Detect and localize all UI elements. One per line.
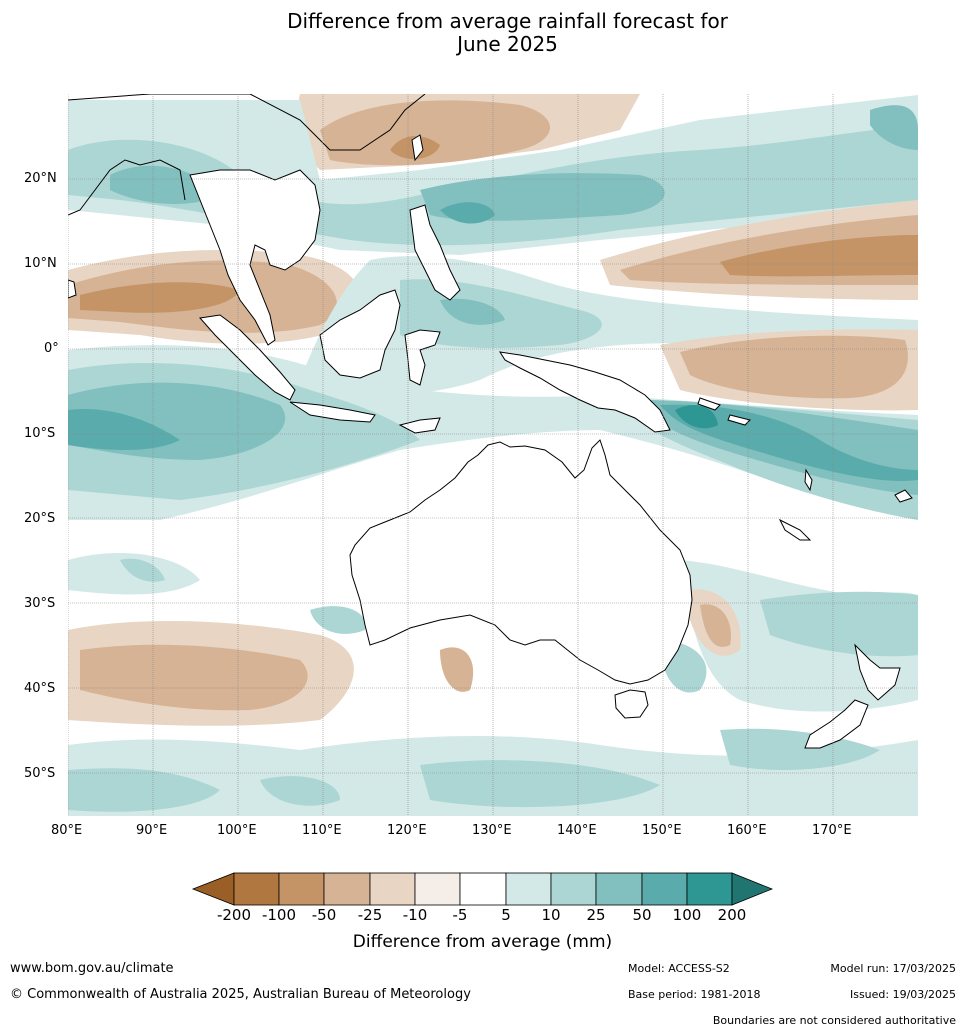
- colorbar-title: Difference from average (mm): [352, 932, 613, 952]
- colorbar-tick: 5: [501, 906, 511, 924]
- land-borneo: [319, 289, 401, 379]
- colorbar-box: [595, 872, 643, 906]
- dry-area: [700, 604, 731, 647]
- wet-area: [870, 105, 918, 150]
- colorbar-box: [278, 872, 325, 906]
- y-tick-label: 20°N: [24, 171, 57, 186]
- x-tick-label: 170°E: [812, 823, 852, 838]
- disclaimer-text: Boundaries are not considered authoritat…: [712, 1014, 956, 1027]
- x-tick-label: 80°E: [51, 823, 83, 838]
- colorbar-tick: -10: [402, 906, 428, 924]
- x-tick-label: 110°E: [302, 823, 342, 838]
- land-asia: [68, 94, 426, 151]
- map-field: [68, 94, 918, 816]
- x-tick-label: 140°E: [557, 823, 597, 838]
- y-tick-label: 30°S: [24, 596, 56, 611]
- colorbar-box: [323, 872, 371, 906]
- colorbar-box: [233, 872, 280, 906]
- colorbar-tick: -50: [311, 906, 337, 924]
- land-taiwan: [411, 134, 424, 162]
- base-period-text: Base period: 1981-2018: [628, 988, 761, 1001]
- model-text: Model: ACCESS-S2: [628, 962, 730, 975]
- website-link[interactable]: www.bom.gov.au/climate: [10, 961, 174, 976]
- wet-area: [440, 298, 505, 325]
- land-java: [289, 401, 376, 423]
- colorbar-tick: -5: [452, 906, 468, 924]
- colorbar-box: [505, 872, 552, 906]
- model-run-text: Model run: 17/03/2025: [830, 962, 956, 975]
- issued-text: Issued: 19/03/2025: [849, 988, 956, 1001]
- x-tick-label: 130°E: [472, 823, 512, 838]
- dry-area: [720, 235, 918, 277]
- copyright-text: © Commonwealth of Australia 2025, Austra…: [10, 987, 471, 1002]
- land-philippines: [409, 204, 461, 301]
- colorbar-tick: 10: [541, 906, 561, 924]
- title-line-2: June 2025: [457, 32, 558, 56]
- land-sri-lanka: [68, 279, 77, 299]
- wet-area: [660, 404, 918, 481]
- x-tick-label: 160°E: [727, 823, 767, 838]
- wet-area: [420, 760, 660, 808]
- colorbar-box: [550, 872, 597, 906]
- y-tick-label: 10°N: [24, 256, 57, 271]
- colorbar-box: [369, 872, 416, 906]
- chart-title: Difference from average rainfall forecas…: [0, 10, 965, 56]
- colorbar-tick: -25: [357, 906, 383, 924]
- colorbar-tick: 200: [717, 906, 747, 924]
- title-line-1: Difference from average rainfall forecas…: [287, 9, 728, 33]
- land-sulawesi: [404, 329, 441, 386]
- wet-area: [310, 606, 366, 634]
- colorbar-tick: 25: [586, 906, 606, 924]
- dry-area: [440, 647, 474, 692]
- land-tasmania: [614, 689, 649, 719]
- wet-area: [68, 409, 180, 450]
- land-solomons: [727, 414, 751, 426]
- colorbar-box: [459, 872, 507, 906]
- dry-area: [80, 644, 308, 711]
- y-tick-label: 50°S: [24, 766, 56, 781]
- y-tick-label: 10°S: [24, 426, 56, 441]
- wet-area: [440, 202, 495, 224]
- colorbar-extend-low: [191, 872, 235, 906]
- land-solomons: [697, 397, 721, 411]
- dry-area: [680, 335, 908, 399]
- y-tick-label: 20°S: [24, 511, 56, 526]
- colorbar-box: [414, 872, 461, 906]
- colorbar-tick: 100: [672, 906, 702, 924]
- x-tick-label: 120°E: [387, 823, 427, 838]
- land-vanuatu: [804, 468, 813, 492]
- x-tick-label: 90°E: [136, 823, 168, 838]
- colorbar: [191, 872, 774, 906]
- wet-area: [760, 591, 918, 657]
- land-india: [68, 159, 186, 216]
- land-new-zealand: [854, 643, 901, 701]
- land-new-guinea: [499, 351, 671, 433]
- land-new-caledonia: [778, 518, 812, 541]
- colorbar-box: [641, 872, 688, 906]
- colorbar-tick: 50: [632, 906, 652, 924]
- y-tick-label: 40°S: [24, 681, 56, 696]
- x-tick-label: 100°E: [217, 823, 257, 838]
- land-australia: [349, 439, 693, 685]
- graticule: [68, 94, 918, 816]
- land-new-zealand: [804, 699, 869, 749]
- colorbar-extend-high: [731, 872, 774, 906]
- land-sumatra: [199, 314, 296, 401]
- land-fiji: [894, 489, 913, 503]
- wet-area: [260, 776, 340, 806]
- x-tick-label: 150°E: [642, 823, 682, 838]
- land-indochina: [189, 169, 321, 346]
- colorbar-tick: -200: [216, 906, 252, 924]
- y-tick-label: 0°: [44, 341, 59, 356]
- wet-area: [68, 768, 220, 812]
- land-timor: [398, 417, 441, 434]
- dry-area: [320, 100, 550, 166]
- dry-area: [80, 282, 240, 313]
- wet-area: [675, 405, 718, 429]
- colorbar-box: [686, 872, 733, 906]
- wet-area: [120, 558, 165, 582]
- colorbar-tick: -100: [261, 906, 297, 924]
